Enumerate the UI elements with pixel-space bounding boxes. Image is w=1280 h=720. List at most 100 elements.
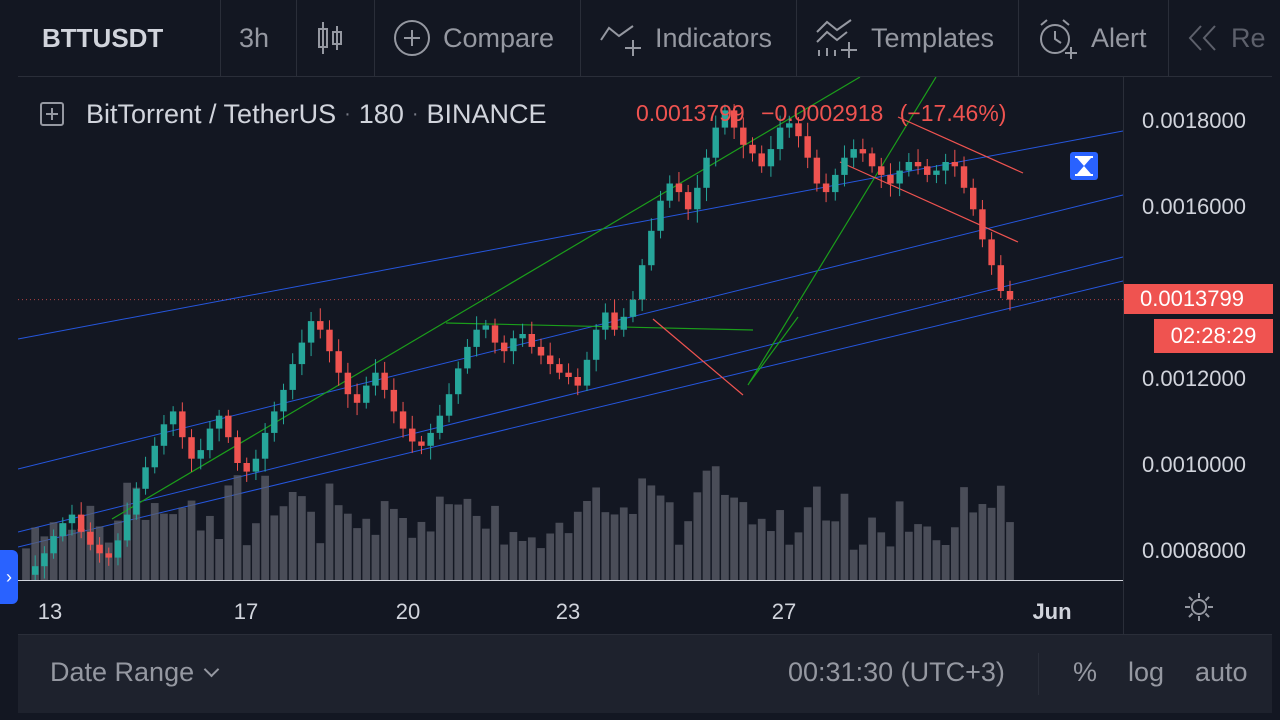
candle-body	[997, 265, 1005, 291]
chart-canvas[interactable]	[18, 77, 1123, 580]
volume-bar	[730, 497, 738, 580]
add-symbol-icon[interactable]	[40, 102, 64, 126]
candle-body	[326, 329, 333, 352]
volume-bar	[380, 501, 389, 580]
volume-bar	[564, 533, 573, 580]
volume-bar	[914, 524, 922, 580]
candle-body	[418, 441, 425, 446]
hourglass-icon[interactable]	[1070, 152, 1098, 180]
legend-interval: 180	[358, 98, 404, 129]
chart-type-button[interactable]	[296, 0, 374, 76]
symbol-search-button[interactable]: BTTUSDT	[24, 0, 220, 76]
volume-bar	[785, 544, 794, 580]
volume-bar	[224, 485, 233, 580]
candle-body	[363, 385, 370, 403]
red-trend-line	[839, 161, 1019, 243]
candle-body	[758, 153, 765, 167]
candle-body	[114, 540, 122, 558]
candle-body	[482, 325, 490, 330]
candle-body	[602, 312, 609, 330]
indicators-button[interactable]: Indicators	[580, 0, 796, 76]
candle-body	[142, 467, 149, 489]
candle-body	[510, 338, 517, 352]
volume-bar	[721, 494, 729, 580]
auto-scale-toggle[interactable]: auto	[1195, 657, 1248, 687]
log-scale-toggle[interactable]: log	[1128, 657, 1165, 687]
replay-button[interactable]: Re	[1168, 0, 1272, 76]
rewind-icon	[1188, 25, 1216, 51]
volume-bar	[601, 512, 610, 580]
candle-body	[786, 123, 793, 128]
clock-timezone[interactable]: 00:31:30 (UTC+3)	[788, 657, 1005, 687]
volume-bar	[656, 495, 665, 580]
chart-pane[interactable]	[18, 77, 1123, 580]
volume-bar	[252, 523, 260, 580]
price-axis[interactable]: 0.0018000 0.0016000 0.0012000 0.0010000 …	[1123, 77, 1273, 580]
volume-bar	[527, 537, 536, 580]
percent-scale-toggle[interactable]: %	[1073, 657, 1098, 687]
compare-button[interactable]: Compare	[374, 0, 580, 76]
candle-body	[298, 342, 306, 365]
volume-bar	[629, 513, 637, 580]
volume-bar	[445, 504, 453, 580]
alert-button[interactable]: Alert	[1018, 0, 1168, 76]
candle-body	[96, 544, 103, 554]
time-tick-label: 20	[395, 599, 421, 624]
time-axis[interactable]: 13 17 20 23 27 Jun	[18, 580, 1123, 635]
plus-circle-icon	[394, 20, 430, 56]
candle-body	[813, 157, 821, 184]
trend-line	[111, 77, 861, 520]
trend-line	[445, 322, 754, 331]
replay-label: Re	[1231, 22, 1266, 53]
volume-bar	[242, 545, 251, 580]
gear-icon	[1184, 593, 1213, 621]
volume-bar	[978, 504, 987, 580]
volume-bar	[822, 520, 830, 580]
trend-line	[747, 77, 937, 386]
candle-body	[31, 566, 39, 575]
candle-body	[317, 321, 324, 330]
volume-bar	[840, 493, 849, 580]
price-tick-label: 0.0018000	[1142, 108, 1246, 133]
templates-button[interactable]: Templates	[796, 0, 1018, 76]
volume-bar	[803, 507, 812, 580]
volume-bar	[711, 466, 720, 580]
volume-bar	[435, 496, 444, 580]
candle-body	[179, 411, 186, 438]
candle-body	[841, 157, 848, 175]
legend-symbol-name: BitTorrent / TetherUS	[86, 98, 337, 129]
volume-bar	[68, 529, 76, 580]
legend-exchange: BINANCE	[426, 98, 547, 129]
volume-bar	[702, 470, 711, 580]
candle-body	[730, 110, 738, 128]
legend-change-percent: (−17.46%)	[899, 100, 1007, 126]
sidebar-expand-handle[interactable]: ›	[0, 550, 18, 604]
volume-bar	[270, 515, 279, 580]
volume-bar	[831, 521, 840, 580]
candle-body	[427, 432, 434, 446]
volume-bar	[748, 524, 757, 580]
candle-body	[68, 514, 76, 524]
templates-icon	[816, 19, 857, 58]
date-range-label: Date Range	[50, 657, 195, 687]
volume-bar	[31, 527, 40, 580]
volume-bar	[877, 532, 886, 580]
candle-body	[832, 174, 839, 193]
templates-label: Templates	[871, 22, 995, 53]
price-tick-label: 0.0008000	[1142, 538, 1246, 563]
volume-bar	[279, 506, 288, 580]
timeframe-button[interactable]: 3h	[220, 0, 296, 76]
candle-body	[988, 239, 995, 266]
volume-bar	[895, 501, 904, 580]
candle-body	[409, 428, 416, 442]
candle-body	[381, 372, 388, 390]
candle-body	[896, 170, 903, 184]
volume-bar	[583, 501, 591, 580]
candle-body	[914, 162, 922, 167]
date-range-dropdown[interactable]: Date Range	[50, 657, 220, 688]
trend-line	[749, 316, 799, 383]
chart-settings-button[interactable]	[1123, 580, 1273, 634]
volume-bar	[675, 544, 683, 580]
divider	[1038, 653, 1039, 695]
candle-body	[740, 127, 747, 145]
